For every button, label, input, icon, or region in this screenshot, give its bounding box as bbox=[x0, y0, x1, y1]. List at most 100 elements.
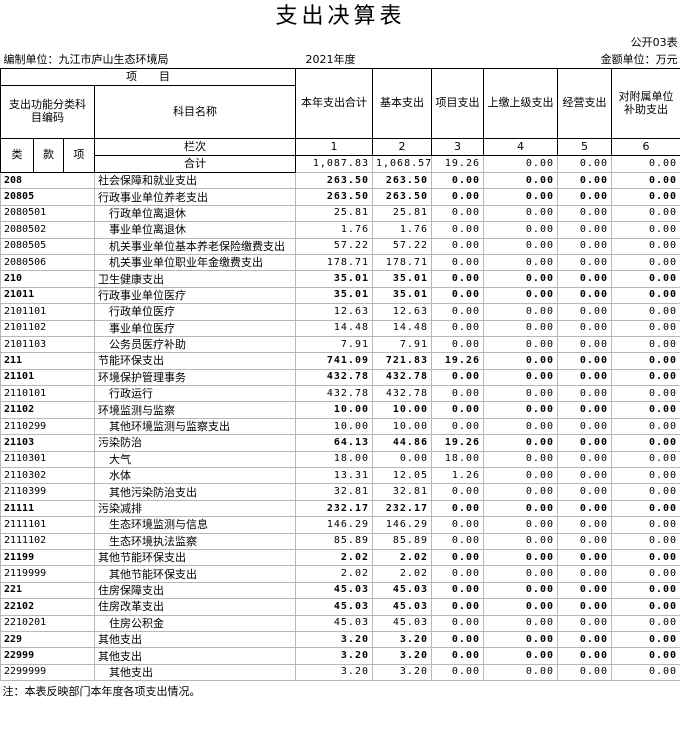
amount: 432.78 bbox=[295, 385, 373, 403]
code: 211 bbox=[0, 352, 95, 370]
amount: 0.00 bbox=[483, 237, 558, 255]
amount: 2.02 bbox=[295, 548, 373, 567]
amount: 0.00 bbox=[610, 171, 680, 190]
amount: 0.00 bbox=[483, 483, 558, 501]
amount: 0.00 bbox=[557, 221, 612, 239]
amount: 0.00 bbox=[483, 581, 558, 600]
amount: 0.00 bbox=[610, 270, 680, 288]
amount: 45.03 bbox=[372, 614, 432, 632]
row: 合计 1,087.83 1,068.57 19.26 0.00 0.00 0.00 bbox=[1, 155, 680, 173]
row: 21102 环境监测与监察 10.00 10.00 0.00 0.00 0.00 0.00 bbox=[0, 401, 680, 419]
amount: 25.81 bbox=[295, 204, 373, 223]
amount: 0.00 bbox=[610, 253, 680, 272]
title: 支出决算表 bbox=[275, 4, 406, 29]
code: 21102 bbox=[0, 401, 95, 419]
currency: 金额单位：万元 bbox=[431, 51, 680, 69]
row: 21011 行政事业单位医疗 35.01 35.01 0.00 0.00 0.00 0.00 bbox=[0, 286, 680, 305]
amount: 13.31 bbox=[295, 467, 373, 485]
note: 注：本表反映部门本年度各项支出情况。 bbox=[2, 685, 201, 699]
amount: 0.00 bbox=[483, 221, 558, 239]
amount: 0.00 bbox=[610, 450, 680, 469]
item-name: 行政单位医疗 bbox=[94, 303, 296, 321]
item-name: 其他支出 bbox=[94, 663, 296, 682]
amount: 0.00 bbox=[431, 171, 484, 190]
amount: 0.00 bbox=[483, 335, 558, 354]
amount: 3.20 bbox=[295, 663, 373, 682]
amount: 19.26 bbox=[431, 352, 484, 370]
code: 21101 bbox=[0, 368, 95, 387]
item-name: 行政单位离退休 bbox=[94, 204, 296, 223]
amount: 0.00 bbox=[431, 581, 484, 600]
item-name: 公务员医疗补助 bbox=[94, 335, 296, 354]
amount: 0.00 bbox=[483, 434, 558, 452]
amount: 0.00 bbox=[557, 581, 612, 600]
row: 211 节能环保支出 741.09 721.83 19.26 0.00 0.00 0.00 bbox=[0, 352, 680, 370]
amount: 0.00 bbox=[431, 237, 484, 255]
amount: 263.50 bbox=[295, 188, 373, 206]
amount: 0.00 bbox=[610, 417, 680, 436]
code: 229 bbox=[0, 630, 95, 649]
amount: 0.00 bbox=[431, 221, 484, 239]
amount: 0.00 bbox=[610, 630, 680, 649]
amount: 0.00 bbox=[431, 663, 484, 682]
amount: 0.00 bbox=[431, 253, 484, 272]
amount: 45.03 bbox=[372, 598, 432, 616]
amount: 0.00 bbox=[483, 385, 558, 403]
amount: 0.00 bbox=[431, 286, 484, 305]
row: 22102 住房改革支出 45.03 45.03 0.00 0.00 0.00 0.00 bbox=[0, 598, 680, 616]
amount: 0.00 bbox=[610, 581, 680, 600]
code: 2110399 bbox=[0, 483, 95, 501]
column-header: 上缴上级支出 bbox=[483, 68, 558, 139]
item-name: 其他支出 bbox=[94, 630, 296, 649]
total-value: 1,087.83 bbox=[295, 155, 373, 173]
amount: 0.00 bbox=[483, 188, 558, 206]
amount: 0.00 bbox=[557, 286, 612, 305]
amount: 0.00 bbox=[610, 532, 680, 550]
item-name: 生态环境执法监察 bbox=[94, 532, 296, 550]
amount: 0.00 bbox=[483, 270, 558, 288]
item-name: 机关事业单位基本养老保险缴费支出 bbox=[94, 237, 296, 255]
amount: 0.00 bbox=[483, 532, 558, 550]
code: 20805 bbox=[0, 188, 95, 206]
amount: 178.71 bbox=[372, 253, 432, 272]
row: 类款项栏次 1 2 3 4 5 6 bbox=[0, 138, 680, 173]
amount: 44.86 bbox=[372, 434, 432, 452]
item-name: 行政事业单位养老支出 bbox=[94, 188, 296, 206]
row: 编制单位：九江市庐山生态环境局 2021年度 金额单位：万元 bbox=[0, 51, 680, 69]
sheet-no: 公开03表 bbox=[630, 36, 678, 49]
amount: 0.00 bbox=[483, 598, 558, 616]
row: 21199 其他节能环保支出 2.02 2.02 0.00 0.00 0.00 0.00 bbox=[0, 548, 680, 567]
column-number: 5 bbox=[557, 138, 612, 156]
row: 2210201 住房公积金 45.03 45.03 0.00 0.00 0.00 0.00 bbox=[0, 614, 680, 632]
amount: 3.20 bbox=[372, 647, 432, 665]
amount: 0.00 bbox=[483, 417, 558, 436]
code-part: 类 bbox=[0, 138, 34, 173]
amount: 0.00 bbox=[483, 467, 558, 485]
amount: 741.09 bbox=[295, 352, 373, 370]
amount: 0.00 bbox=[610, 237, 680, 255]
row: 221 住房保障支出 45.03 45.03 0.00 0.00 0.00 0.00 bbox=[0, 581, 680, 600]
column-number: 6 bbox=[610, 138, 680, 156]
code: 210 bbox=[0, 270, 95, 288]
amount: 0.00 bbox=[557, 204, 612, 223]
amount: 14.48 bbox=[295, 319, 373, 337]
amount: 0.00 bbox=[557, 303, 612, 321]
amount: 0.00 bbox=[557, 663, 612, 682]
amount: 0.00 bbox=[431, 188, 484, 206]
amount: 45.03 bbox=[295, 581, 373, 600]
code: 21103 bbox=[0, 434, 95, 452]
row: 229 其他支出 3.20 3.20 0.00 0.00 0.00 0.00 bbox=[0, 630, 680, 649]
row: 2119999 其他节能环保支出 2.02 2.02 0.00 0.00 0.00 0.00 bbox=[0, 565, 680, 583]
code: 2111102 bbox=[0, 532, 95, 550]
row: 2080501 行政单位离退休 25.81 25.81 0.00 0.00 0.00 0.00 bbox=[0, 204, 680, 223]
amount: 263.50 bbox=[372, 171, 432, 190]
amount: 0.00 bbox=[610, 303, 680, 321]
item-name: 事业单位医疗 bbox=[94, 319, 296, 337]
code: 2110101 bbox=[0, 385, 95, 403]
amount: 85.89 bbox=[295, 532, 373, 550]
amount: 10.00 bbox=[295, 401, 373, 419]
row: 2111101 生态环境监测与信息 146.29 146.29 0.00 0.00 0.00… bbox=[0, 516, 680, 534]
amount: 0.00 bbox=[557, 385, 612, 403]
row: 2101101 行政单位医疗 12.63 12.63 0.00 0.00 0.00 0.00 bbox=[0, 303, 680, 321]
amount: 263.50 bbox=[372, 188, 432, 206]
